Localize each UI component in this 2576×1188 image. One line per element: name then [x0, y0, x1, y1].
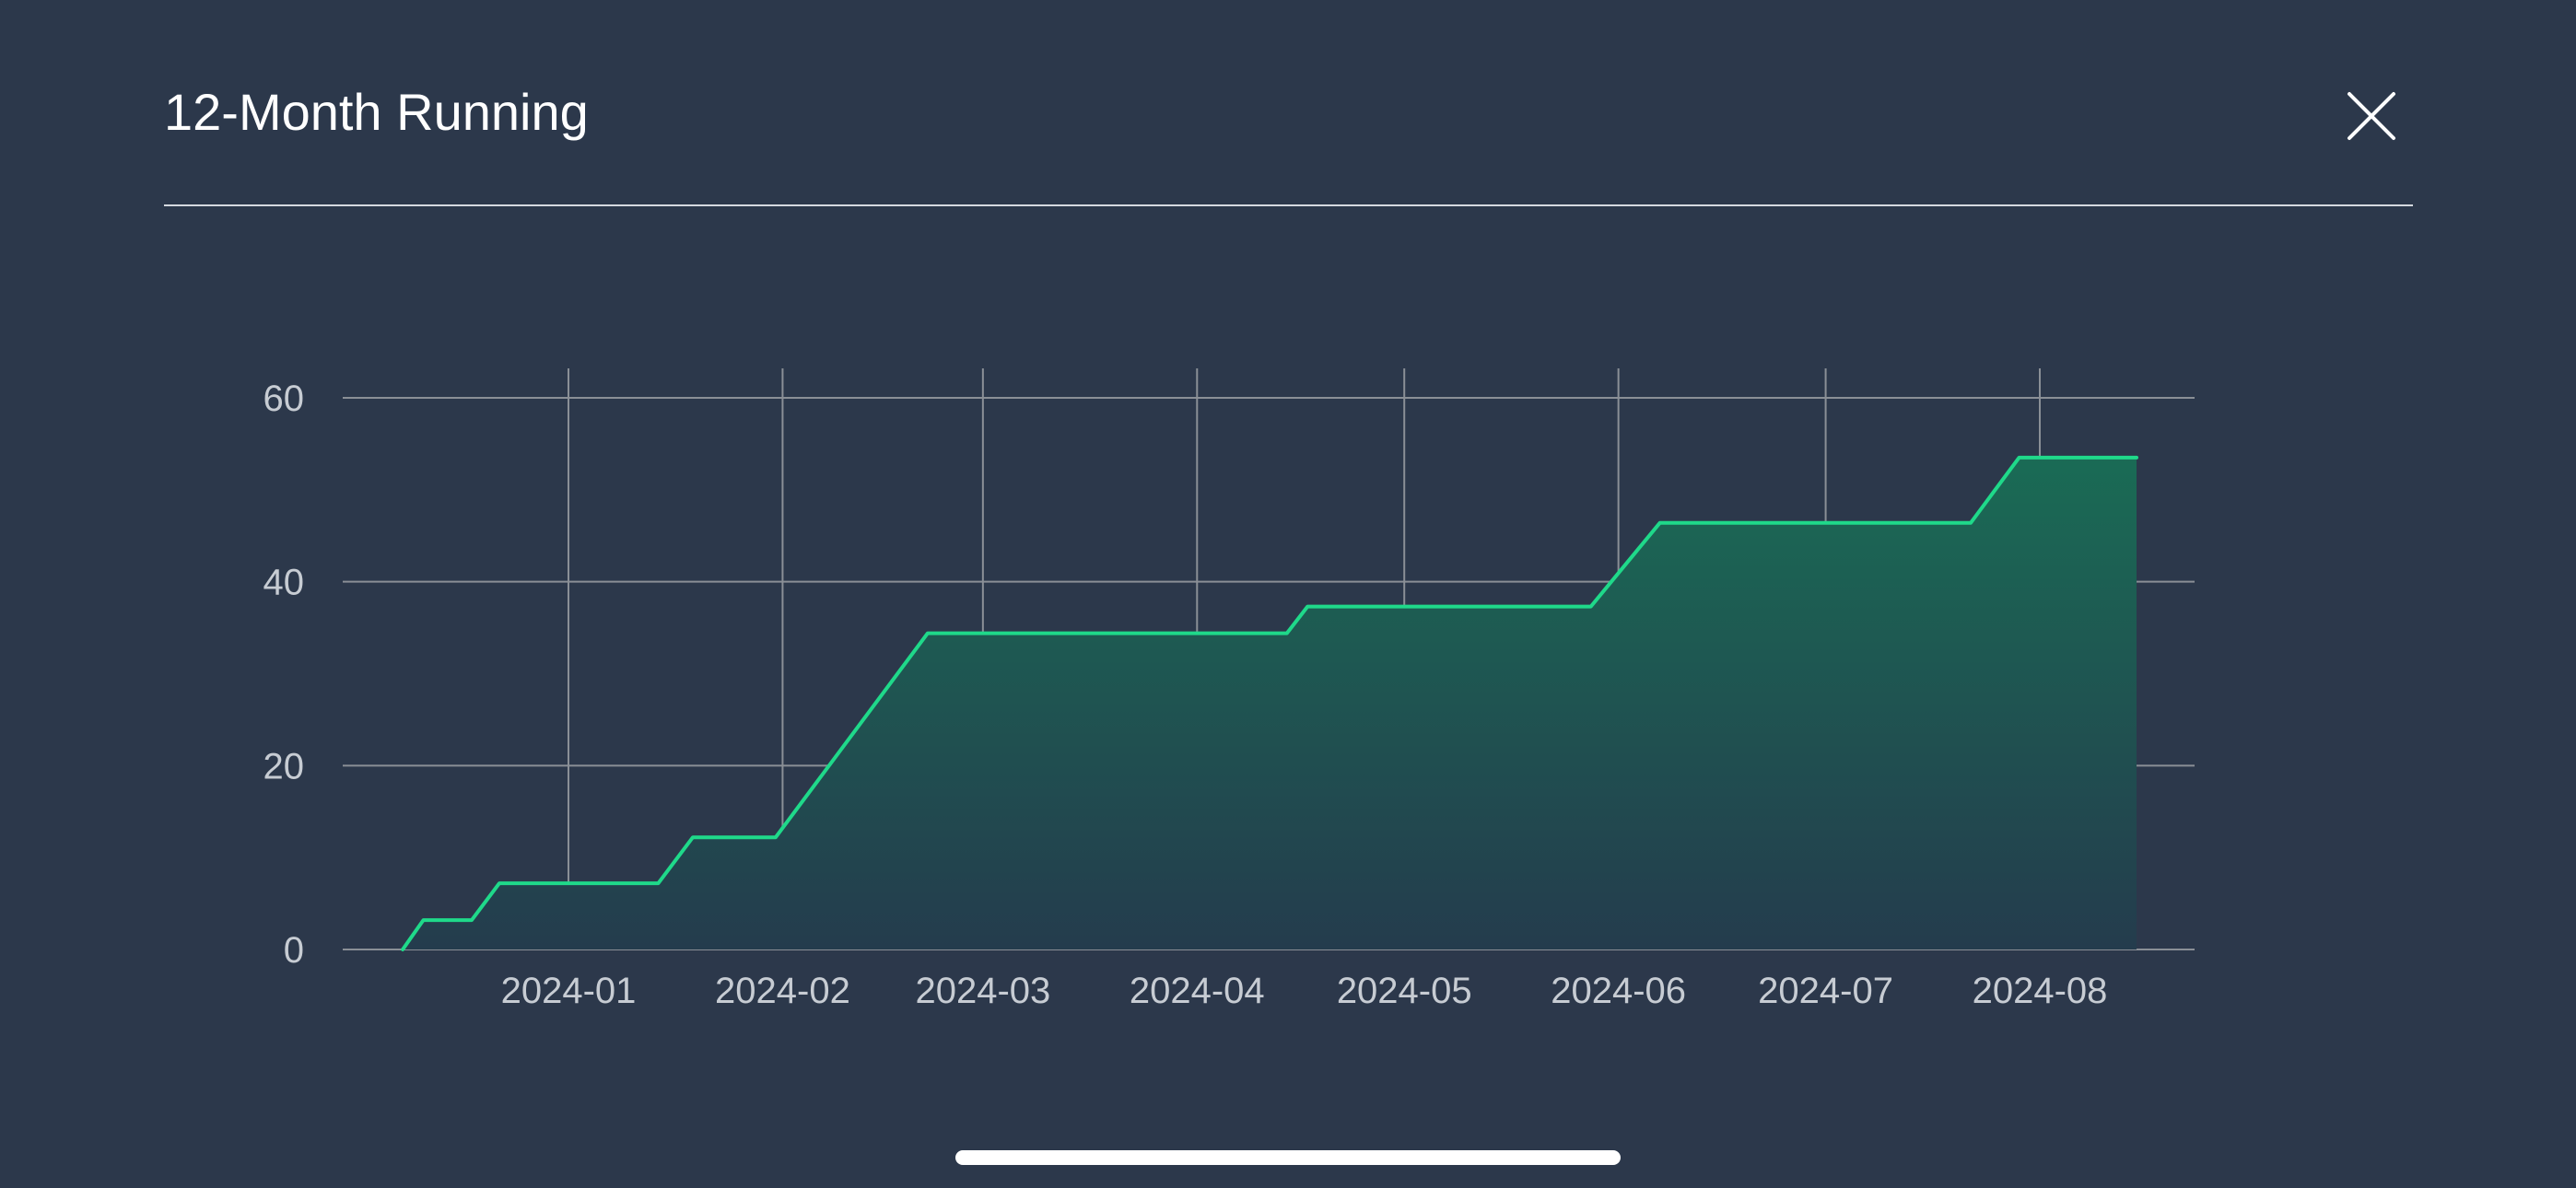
x-tick-label: 2024-04 [1130, 971, 1265, 1011]
header-divider [164, 204, 2413, 206]
x-axis: 2024-01 2024-02 2024-03 2024-04 2024-05 2024-… [501, 971, 2108, 1011]
x-tick-label: 2024-08 [1973, 971, 2108, 1011]
y-tick-label: 0 [284, 930, 304, 971]
y-tick-label: 40 [263, 563, 305, 603]
x-tick-label: 2024-05 [1337, 971, 1472, 1011]
area-fill [403, 457, 2137, 949]
close-icon [2348, 92, 2395, 140]
x-tick-label: 2024-01 [501, 971, 637, 1011]
x-tick-label: 2024-07 [1758, 971, 1893, 1011]
series-area [403, 457, 2137, 949]
y-axis: 0 20 40 60 [263, 379, 305, 971]
close-button[interactable] [2335, 79, 2408, 153]
modal-title: 12-Month Running [164, 83, 589, 141]
y-tick-label: 60 [263, 379, 305, 419]
series-line-path [401, 455, 2138, 951]
x-tick-label: 2024-06 [1551, 971, 1686, 1011]
series-line [401, 455, 2138, 951]
x-tick-label: 2024-02 [715, 971, 850, 1011]
x-tick-label: 2024-03 [915, 971, 1050, 1011]
home-indicator[interactable] [955, 1150, 1621, 1165]
y-tick-label: 20 [263, 746, 305, 786]
